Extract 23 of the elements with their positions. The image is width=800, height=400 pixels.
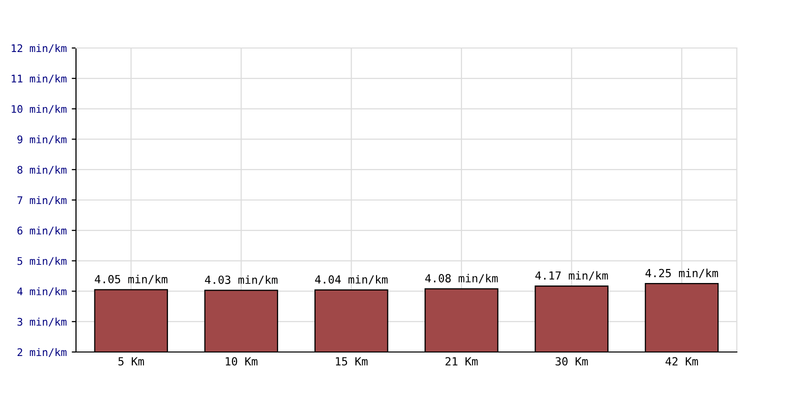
y-tick-label: 10 min/km [12,104,66,114]
x-tick-label: 15 Km [336,357,368,366]
y-tick-label: 4 min/km [17,287,66,296]
y-tick-label: 11 min/km [12,74,66,84]
x-tick-label: 21 Km [446,357,478,366]
x-tick-label: 10 Km [226,357,258,366]
x-tick-label: 42 Km [666,357,698,366]
y-tick-label: 3 min/km [18,318,66,327]
data-label: 4.25 min/km [645,268,718,278]
y-tick-label: 5 min/km [18,256,66,266]
data-label: 4.04 min/km [315,275,388,285]
data-label: 4.08 min/km [425,274,498,284]
data-label: 4.17 min/km [535,271,608,281]
y-tick-label: 6 min/km [17,226,66,236]
data-label: 4.05 min/km [94,274,168,284]
y-tick-label: 8 min/km [17,166,66,175]
y-tick-label: 9 min/km [17,135,66,144]
y-tick-label: 12 min/km [12,44,66,53]
x-tick-label: 5 Km [118,357,144,366]
x-tick-label: 30 Km [556,357,588,366]
data-label: 4.03 min/km [204,275,278,285]
y-tick-label: 2 min/km [18,348,66,357]
y-tick-label: 7 min/km [18,196,66,205]
